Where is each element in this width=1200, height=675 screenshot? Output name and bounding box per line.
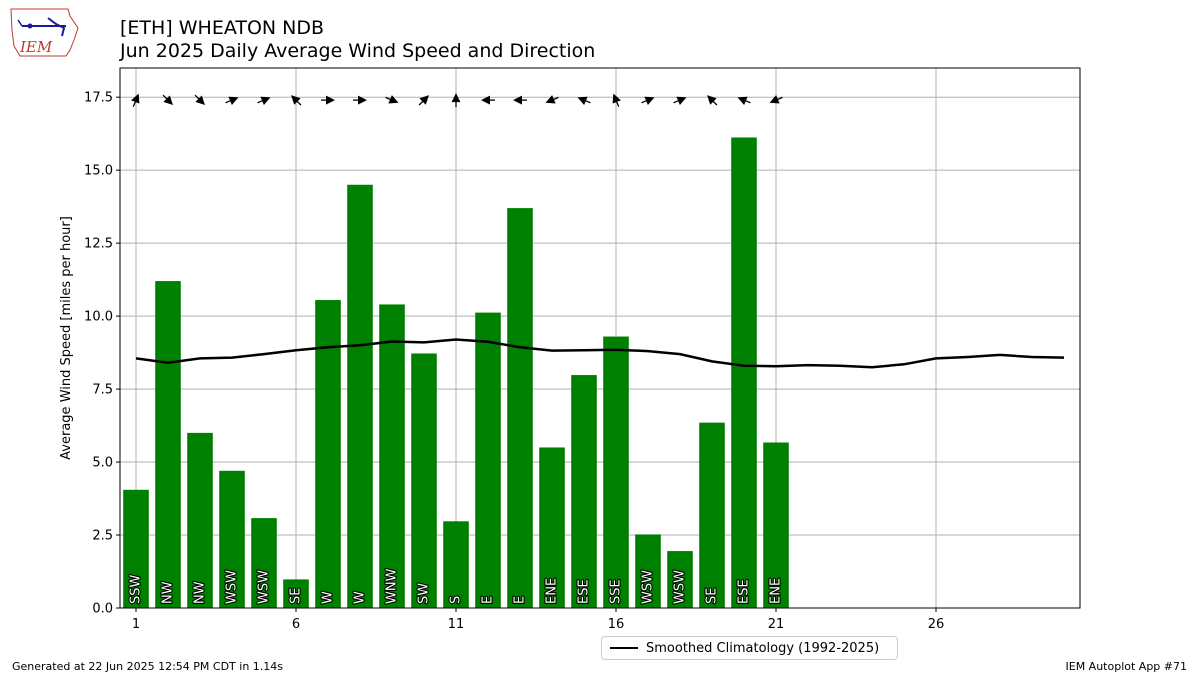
bar-day-15	[571, 375, 597, 608]
x-tick-label: 11	[448, 617, 465, 632]
direction-label-day-15: ESE	[577, 579, 592, 604]
y-tick-label: 2.5	[92, 529, 113, 544]
bar-day-8	[347, 184, 373, 608]
direction-label-day-4: WSW	[225, 570, 240, 604]
direction-label-day-20: ESE	[737, 579, 752, 604]
direction-arrow-day-16	[612, 93, 621, 107]
direction-label-day-10: SW	[417, 583, 432, 604]
x-tick-label: 16	[608, 617, 625, 632]
direction-label-day-11: S	[449, 596, 464, 604]
direction-arrow-day-4	[225, 96, 239, 106]
direction-arrow-day-7	[321, 95, 335, 105]
footer-app: IEM Autoplot App #71	[1065, 660, 1188, 673]
bar-day-6	[283, 579, 309, 608]
bar-day-4	[219, 470, 245, 608]
direction-label-day-12: E	[481, 596, 496, 604]
bar-day-9	[379, 304, 405, 608]
direction-arrow-day-8	[353, 95, 367, 105]
direction-arrow-day-12	[481, 95, 495, 105]
direction-label-day-9: WNW	[385, 568, 400, 604]
direction-arrow-day-17	[641, 96, 655, 106]
direction-label-day-6: SE	[289, 588, 304, 604]
direction-arrow-day-3	[194, 94, 205, 106]
legend-line-swatch	[610, 647, 638, 649]
direction-arrow-day-6	[291, 95, 302, 106]
direction-label-day-3: NW	[193, 581, 208, 604]
direction-label-day-7: W	[321, 591, 336, 604]
direction-label-day-19: SE	[705, 588, 720, 604]
legend: Smoothed Climatology (1992-2025)	[601, 636, 898, 660]
bar-day-12	[475, 312, 501, 608]
direction-label-day-5: WSW	[257, 570, 272, 604]
bar-day-1	[123, 489, 149, 608]
bar-day-10	[411, 353, 437, 608]
direction-label-day-2: NW	[161, 581, 176, 604]
direction-label-day-16: SSE	[609, 579, 624, 604]
chart-subtitle: Jun 2025 Daily Average Wind Speed and Di…	[120, 40, 596, 62]
direction-arrow-day-15	[577, 96, 591, 106]
direction-label-day-17: WSW	[641, 570, 656, 604]
direction-arrow-day-9	[385, 95, 399, 104]
bar-day-21	[763, 442, 789, 608]
direction-arrow-day-18	[673, 96, 687, 106]
direction-label-day-1: SSW	[129, 574, 144, 604]
direction-arrow-day-13	[513, 95, 527, 105]
direction-arrow-day-1	[131, 93, 140, 107]
x-axis: 1 6 11 16 21 26	[132, 608, 944, 632]
direction-arrow-day-21	[769, 95, 783, 104]
bar-day-5	[251, 518, 277, 608]
direction-label-day-21: ENE	[769, 578, 784, 604]
direction-arrow-day-14	[545, 95, 559, 104]
y-tick-label: 5.0	[92, 456, 113, 471]
y-axis: 0.0 2.5 5.0 7.5 10.0 12.5 15.0 17.5	[84, 91, 120, 617]
y-tick-label: 12.5	[84, 237, 113, 252]
direction-label-day-13: E	[513, 596, 528, 604]
bar-day-20	[731, 137, 757, 608]
plot-frame	[119, 67, 1081, 609]
direction-label-day-18: WSW	[673, 570, 688, 604]
y-tick-label: 0.0	[92, 602, 113, 617]
bar-day-7	[315, 300, 341, 608]
direction-labels: SSW NW NW WSW WSW SE W W WNW SW S E E ENE ESE SSE WSW WSW…	[127, 567, 784, 605]
x-tick-label: 6	[292, 617, 300, 632]
iem-logo: IEM	[10, 8, 79, 57]
bar-day-17	[635, 534, 661, 608]
chart-title: [ETH] WHEATON NDB	[120, 17, 325, 39]
bar-day-3	[187, 432, 213, 608]
direction-arrows	[131, 93, 783, 108]
direction-arrow-day-2	[162, 94, 173, 106]
x-tick-label: 21	[768, 617, 785, 632]
bar-day-13	[507, 208, 533, 609]
climatology-line	[135, 338, 1065, 369]
footer-generated: Generated at 22 Jun 2025 12:54 PM CDT in…	[12, 660, 284, 673]
direction-arrow-day-20	[737, 96, 751, 106]
direction-arrow-day-10	[418, 95, 429, 106]
bar-day-14	[539, 447, 565, 608]
y-tick-label: 17.5	[84, 91, 113, 106]
direction-arrow-day-5	[257, 96, 271, 106]
bar-day-19	[699, 422, 725, 608]
x-tick-label: 1	[132, 617, 140, 632]
bar-day-11	[443, 521, 469, 608]
bars	[123, 137, 789, 609]
y-tick-label: 7.5	[92, 383, 113, 398]
legend-label: Smoothed Climatology (1992-2025)	[646, 640, 880, 656]
bar-day-2	[155, 281, 181, 608]
x-tick-label: 26	[928, 617, 945, 632]
direction-arrow-day-11	[451, 93, 461, 108]
direction-label-day-14: ENE	[545, 578, 560, 604]
y-tick-label: 15.0	[84, 164, 113, 179]
bar-day-16	[603, 336, 629, 608]
direction-arrow-day-19	[707, 95, 718, 106]
direction-label-day-8: W	[353, 591, 368, 604]
climatology-line-group	[135, 338, 1065, 369]
y-axis-label: Average Wind Speed [miles per hour]	[59, 216, 74, 460]
logo-text: IEM	[19, 38, 53, 56]
bar-day-18	[667, 551, 693, 608]
y-tick-label: 10.0	[84, 310, 113, 325]
